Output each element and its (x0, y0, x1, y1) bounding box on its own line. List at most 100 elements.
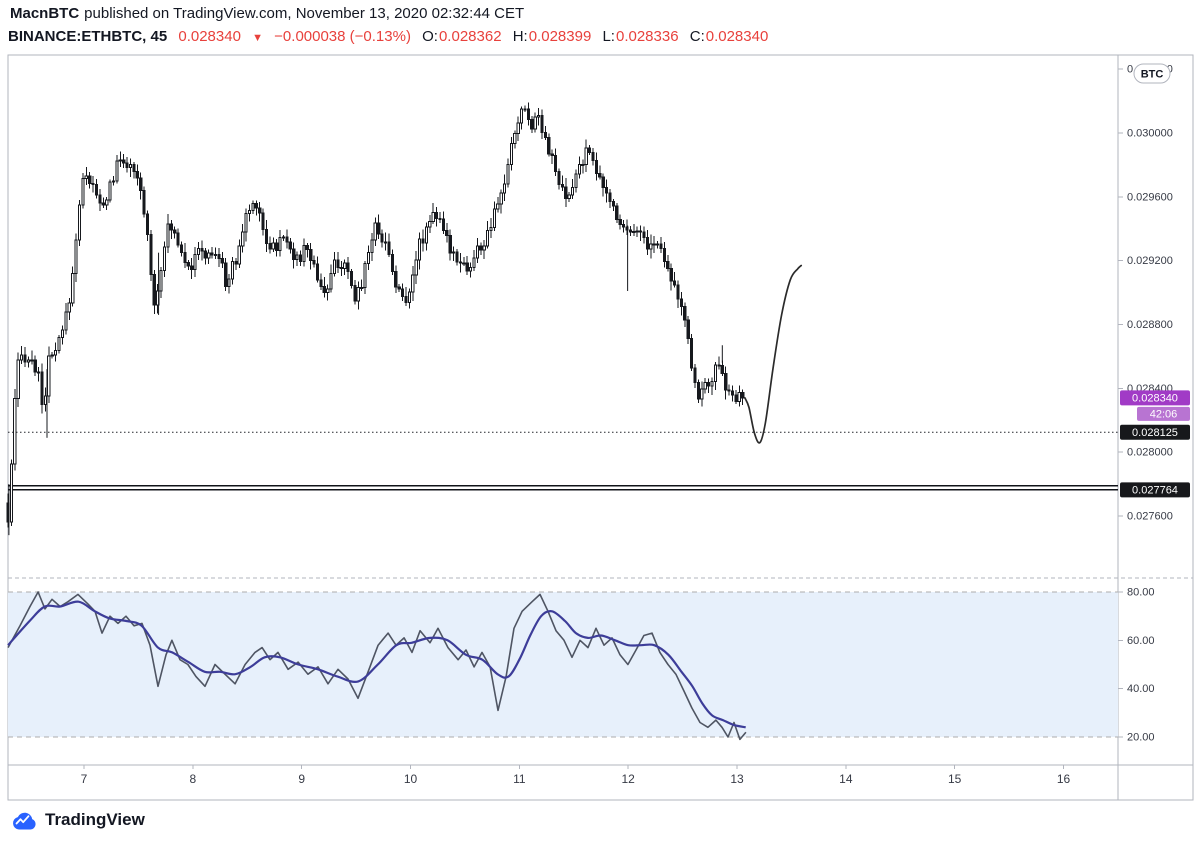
candle (50, 351, 54, 359)
candle (254, 200, 258, 216)
candle (60, 325, 65, 345)
candle (730, 385, 735, 402)
candle (642, 226, 646, 244)
candle (312, 255, 316, 268)
candle (88, 172, 92, 189)
candle (451, 246, 456, 262)
candle (468, 262, 473, 278)
candle (417, 232, 422, 270)
candle (217, 247, 221, 267)
candle (411, 266, 415, 302)
projection-curve[interactable] (744, 264, 803, 444)
candle (482, 240, 486, 259)
candle (227, 274, 231, 294)
candle (258, 202, 262, 222)
candle (445, 222, 449, 243)
candle (186, 259, 190, 271)
candle (370, 232, 374, 262)
candle (720, 360, 724, 376)
candle (455, 249, 459, 266)
rsi-pane[interactable] (7, 591, 1118, 741)
candle (261, 208, 265, 236)
candle (645, 229, 650, 256)
candle (506, 158, 510, 188)
time-axis-label: 10 (404, 772, 418, 786)
candle (414, 251, 418, 285)
candle (724, 366, 728, 400)
candle (669, 263, 673, 291)
candle (57, 335, 61, 354)
candle (397, 283, 401, 292)
candle (591, 148, 595, 166)
candle (485, 221, 490, 249)
candle (533, 112, 537, 133)
candle (567, 191, 571, 202)
tradingview-logo[interactable]: TradingView (8, 804, 145, 836)
candle (571, 178, 575, 199)
candle (734, 390, 738, 405)
candle (536, 107, 541, 126)
candle (115, 155, 119, 184)
publish-text: published on TradingView.com, November 1… (84, 5, 525, 22)
candle (142, 186, 146, 218)
candle (564, 177, 568, 208)
candle (111, 176, 116, 186)
candle (727, 384, 731, 396)
candle (387, 233, 391, 258)
candle (421, 229, 425, 252)
time-axis[interactable]: 7 8 9 10 11 12 13 14 15 16 (81, 765, 1071, 786)
candle (550, 149, 554, 164)
candle (540, 109, 544, 140)
candle (605, 179, 609, 203)
candle (588, 144, 592, 156)
candle (105, 197, 109, 211)
time-axis-label: 12 (621, 772, 635, 786)
ohlc-value: 0.028336 (615, 28, 679, 45)
candles (6, 102, 745, 528)
candle (37, 366, 41, 382)
candle (169, 219, 173, 240)
candle (309, 243, 313, 270)
candle (652, 235, 656, 253)
price-axis[interactable]: 0.0304000.0300000.0296000.0292000.028800… (1118, 63, 1190, 744)
candle (305, 242, 309, 258)
candle (200, 240, 204, 261)
candle (516, 116, 520, 141)
candle (577, 156, 582, 179)
candle (353, 279, 357, 305)
candle (690, 334, 694, 372)
candle (145, 210, 150, 241)
candle (193, 246, 197, 277)
candle (547, 133, 551, 157)
candle (710, 377, 714, 396)
badge-text: 0.028340 (1132, 393, 1178, 405)
level-badge: 0.028125 (1120, 424, 1190, 440)
symbol-title: BINANCE:ETHBTC, 45 (8, 28, 168, 45)
candle (118, 151, 122, 168)
author-name[interactable]: MacnBTC (10, 5, 80, 22)
candle (390, 249, 394, 275)
candle (662, 241, 667, 268)
candle (54, 342, 58, 362)
candle (598, 165, 602, 180)
candle (135, 164, 139, 186)
candle (659, 236, 663, 253)
candle (149, 229, 153, 281)
candle (71, 266, 75, 307)
price-down-arrow-icon: ▼ (252, 32, 263, 44)
price-pane[interactable] (6, 102, 1118, 536)
candle (526, 102, 530, 126)
candle (9, 459, 14, 527)
candle (611, 199, 616, 212)
candle (438, 212, 442, 224)
candle (81, 173, 85, 209)
candle (292, 242, 296, 269)
price-change: −0.000038 (−0.13%) (274, 28, 411, 45)
candle (281, 234, 286, 242)
candle (656, 240, 660, 249)
candle (322, 276, 326, 298)
candle (574, 169, 578, 193)
unit-button[interactable]: BTC (1133, 63, 1171, 84)
time-axis-label: 9 (298, 772, 305, 786)
